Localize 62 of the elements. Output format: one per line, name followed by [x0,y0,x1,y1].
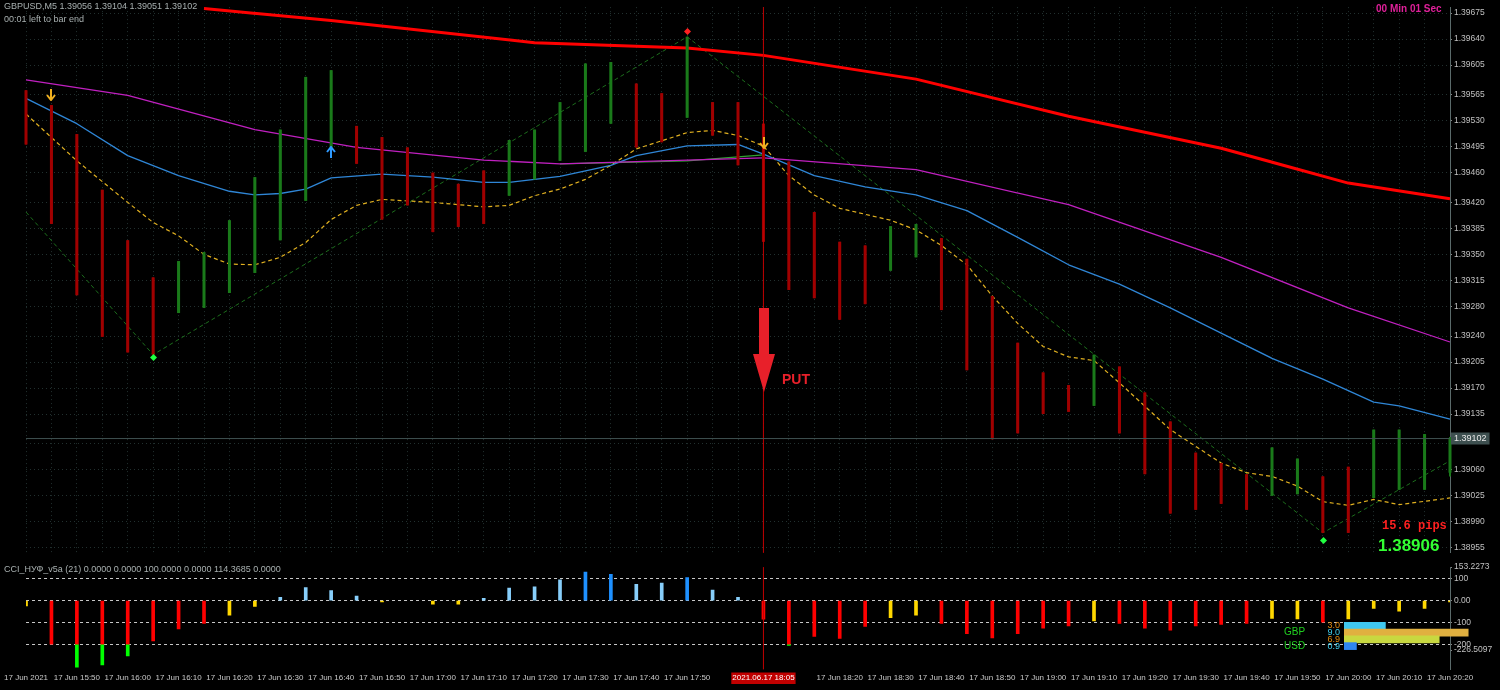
ref-line-label: 1.39102 [1454,433,1487,444]
y-tick-label: 1.39420 [1454,196,1485,207]
x-tick-label: 17 Jun 19:10 [1070,673,1118,683]
y-tick-label: 1.39315 [1454,274,1485,285]
x-tick-label: 17 Jun 19:50 [1274,673,1322,683]
x-tick-label: 17 Jun 16:40 [308,673,355,683]
x-tick-label: 17 Jun 16:30 [257,673,304,683]
x-tick-label: 17 Jun 17:50 [664,673,711,683]
y-tick-label: 0.00 [1454,594,1471,605]
x-tick-label: 17 Jun 18:50 [969,673,1016,683]
y-tick-label: 100 [1454,573,1469,584]
x-tick-label: 17 Jun 18:20 [816,673,864,683]
y-tick-label: 1.39350 [1454,248,1485,259]
y-tick-label: 1.39495 [1454,141,1485,152]
y-tick-label: 1.39460 [1454,167,1485,178]
y-tick-label: 1.39025 [1454,490,1485,501]
x-tick-label: 17 Jun 19:00 [1020,673,1067,683]
x-tick-label: 17 Jun 17:30 [562,673,610,683]
x-tick-label: 17 Jun 20:00 [1325,673,1372,683]
y-tick-label: 1.39240 [1454,330,1485,341]
y-tick-label: 1.39605 [1454,59,1485,70]
x-tick-label: 17 Jun 20:20 [1426,673,1474,683]
x-tick-label: 17 Jun 17:10 [460,673,508,683]
y-tick-label: 1.39640 [1454,33,1485,44]
x-tick-label: 2021.06.17 18:05 [732,673,796,683]
x-tick-label: 17 Jun 17:40 [613,673,660,683]
x-tick-label: 17 Jun 2021 [4,673,49,683]
x-tick-label: 17 Jun 15:50 [53,673,101,683]
y-tick-label: USD [1284,639,1306,651]
annotation: 00 Min 01 Sec [1376,3,1442,14]
x-tick-label: 17 Jun 16:50 [358,673,406,683]
y-tick-label: 153.2273 [1454,561,1490,572]
x-tick-label: 17 Jun 20:10 [1376,673,1423,683]
x-tick-label: 17 Jun 18:40 [918,673,966,683]
y-tick-label: -100 [1454,616,1472,627]
y-tick-label: GBP [1284,626,1306,638]
annotation: PUT [782,371,810,388]
x-tick-label: 17 Jun 19:30 [1172,673,1220,683]
x-tick-label: 17 Jun 16:20 [206,673,254,683]
y-tick-label: 1.39170 [1454,382,1485,393]
x-tick-label: 17 Jun 19:20 [1121,673,1169,683]
y-tick-label: 1.39385 [1454,222,1485,233]
chart-title: CCI_HУФ_v5a (21) 0.0000 0.0000 100.0000 0.0000 114.3685 0.0000 [4,564,281,575]
text: 00:01 left to bar end [4,14,85,25]
x-tick-label: 17 Jun 17:20 [511,673,559,683]
x-tick-label: 17 Jun 16:00 [104,673,152,683]
x-tick-label: 17 Jun 19:40 [1223,673,1271,683]
y-tick-label: 1.39675 [1454,7,1485,18]
x-tick-label: 17 Jun 17:00 [409,673,457,683]
y-tick-label: 1.39205 [1454,356,1485,367]
y-tick-label: 1.39530 [1454,115,1485,126]
y-tick-label: 1.39135 [1454,408,1485,419]
y-tick-label: 1.39060 [1454,464,1485,475]
y-tick-label: 1.38955 [1454,542,1485,553]
y-tick-label: 1.39565 [1454,89,1485,100]
y-tick-label: 1.38990 [1454,516,1485,527]
x-tick-label: 17 Jun 18:30 [867,673,915,683]
annotation: 1.38906 [1378,536,1440,556]
annotation: 15.6 pips [1382,519,1447,534]
y-tick-label: 1.39280 [1454,300,1485,311]
chart-title: GBPUSD,M5 1.39056 1.39104 1.39051 1.39102 [4,1,198,12]
x-tick-label: 17 Jun 16:10 [155,673,203,683]
